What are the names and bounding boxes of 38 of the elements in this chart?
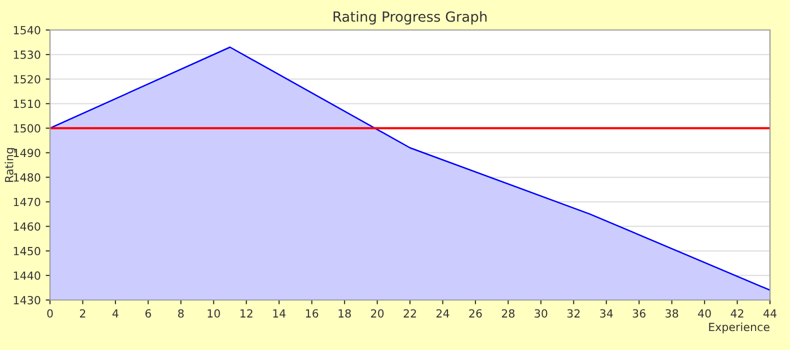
y-tick-label: 1470 — [14, 198, 40, 206]
x-tick-label: 24 — [436, 309, 450, 318]
y-tick-label: 1540 — [14, 26, 40, 34]
y-tick-label: 1490 — [14, 148, 40, 158]
y-tick-label: 1520 — [14, 75, 40, 84]
x-tick-label: 26 — [469, 309, 482, 318]
x-tick-label: 0 — [47, 309, 53, 318]
x-axis-title: Experience — [709, 322, 770, 334]
y-tick-label: 1530 — [14, 50, 40, 59]
y-tick-label: 1450 — [14, 246, 40, 256]
y-tick-label: 1480 — [14, 173, 40, 182]
x-tick-label: 34 — [600, 309, 613, 318]
x-tick-label: 2 — [80, 309, 86, 318]
x-tick-label: 14 — [273, 309, 286, 318]
x-tick-label: 32 — [567, 309, 580, 318]
y-axis-title: Rating — [4, 148, 16, 182]
x-tick-label: 18 — [338, 309, 351, 318]
x-tick-label: 6 — [145, 309, 152, 318]
y-tick-label: 1510 — [14, 100, 40, 108]
x-tick-label: 8 — [178, 309, 184, 318]
y-tick-label: 1460 — [14, 222, 40, 231]
chart-title: Rating Progress Graph — [334, 11, 487, 25]
x-tick-label: 40 — [698, 309, 711, 318]
y-tick-label: 1440 — [14, 271, 40, 280]
x-tick-label: 4 — [112, 309, 118, 318]
x-tick-label: 30 — [534, 309, 548, 318]
x-tick-label: 28 — [502, 309, 514, 318]
x-tick-label: 44 — [763, 309, 776, 318]
y-tick-label: 1500 — [14, 124, 40, 133]
x-tick-label: 42 — [730, 309, 744, 318]
x-tick-label: 12 — [240, 309, 252, 318]
x-tick-label: 16 — [306, 309, 318, 318]
x-tick-label: 38 — [666, 309, 678, 318]
y-tick-label: 1430 — [14, 296, 40, 304]
x-tick-label: 20 — [371, 309, 384, 318]
x-tick-label: 36 — [632, 309, 646, 318]
x-tick-label: 22 — [404, 309, 416, 318]
x-tick-label: 10 — [208, 309, 220, 318]
